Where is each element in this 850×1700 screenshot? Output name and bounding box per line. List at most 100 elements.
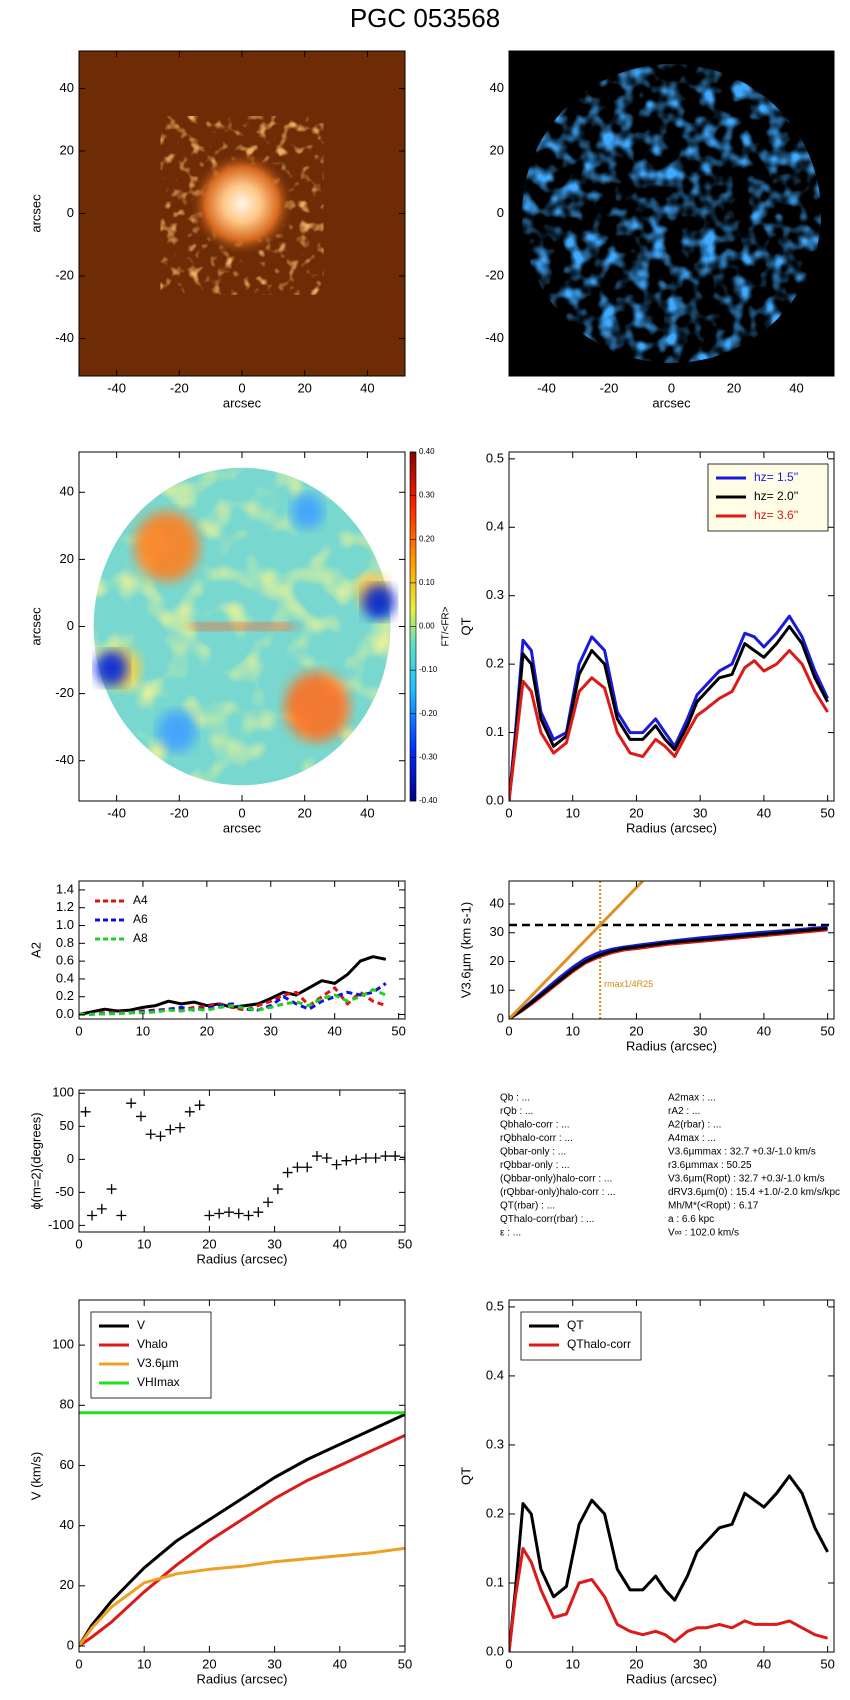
y-tick-label: 60	[60, 1457, 74, 1472]
panel: 0 10 20 30 40 50 0.0 0.1 0.2 0.3 0.4 0.5 Radius (arc…	[458, 1298, 834, 1686]
x-axis-label: Radius (arcsec)	[196, 1671, 287, 1686]
x-tick-label: 40	[757, 805, 771, 820]
x-tick-label: 50	[820, 1023, 834, 1038]
parameter-line: A2max : ...	[668, 1093, 716, 1104]
x-tick-label: 0	[238, 805, 245, 820]
parameter-line: ε : ...	[500, 1228, 521, 1239]
scatter-point	[311, 1151, 322, 1162]
y-tick-label: 0.0	[486, 1643, 504, 1658]
colorbar-tick-label: -0.40	[419, 796, 438, 805]
x-tick-label: -40	[107, 380, 126, 395]
legend-label: A6	[133, 912, 148, 926]
axes-frame	[508, 451, 835, 802]
y-tick-label: 0.4	[486, 519, 504, 534]
x-tick-label: 40	[327, 1023, 341, 1038]
x-tick-label: 40	[360, 380, 374, 395]
series-line	[79, 1546, 405, 1647]
colorbar-tick-label: 0.00	[419, 622, 435, 631]
y-tick-label: 0.2	[486, 656, 504, 671]
parameter-line: r3.6µmmax : 50.25	[668, 1160, 752, 1171]
y-axis-label: ϕ(m=2)(degrees)	[28, 1112, 43, 1209]
x-tick-label: 30	[264, 1023, 278, 1038]
y-tick-label: 0	[67, 205, 74, 220]
series-line	[509, 1547, 828, 1652]
y-tick-label: 0.6	[56, 953, 74, 968]
map-feature	[134, 511, 200, 582]
y-tick-label: 0.5	[486, 1298, 504, 1313]
x-tick-label: 10	[137, 1236, 151, 1251]
y-axis-label: V (km/s)	[28, 1452, 43, 1500]
plot-area	[93, 467, 396, 786]
x-tick-label: 40	[360, 805, 374, 820]
scatter-point	[116, 1210, 127, 1221]
parameter-line: A2(rbar) : ...	[668, 1120, 721, 1131]
axes-frame	[78, 1089, 406, 1233]
parameter-line: a : 6.6 kpc	[668, 1214, 714, 1225]
y-tick-label: 40	[60, 1517, 74, 1532]
y-tick-label: 0.1	[486, 724, 504, 739]
y-tick-label: 0	[497, 205, 504, 220]
legend-label: hz= 1.5''	[754, 470, 798, 484]
y-axis-label: A2	[28, 942, 43, 958]
x-tick-label: -20	[600, 380, 619, 395]
panel: 0 10 20 30 40 50 -100 -50 0 50 100 Radius (arcsec) ϕ…	[28, 1085, 412, 1267]
y-axis-label: V3.6µm (km s-1)	[458, 902, 473, 998]
panel: 0 10 20 30 40 50 0 10 20 30 40 Radius (arcsec) V3.6µ…	[458, 880, 835, 1053]
scatter-point	[302, 1162, 313, 1173]
x-tick-label: 20	[202, 1656, 216, 1671]
y-tick-label: 20	[60, 551, 74, 566]
scatter-point	[400, 1152, 405, 1163]
x-tick-label: 0	[505, 805, 512, 820]
x-tick-label: 10	[137, 1656, 151, 1671]
parameter-line: (Qbbar-only)halo-corr : ...	[500, 1174, 612, 1185]
x-tick-label: 20	[297, 805, 311, 820]
x-tick-label: 30	[693, 1656, 707, 1671]
axes-frame	[508, 1299, 835, 1653]
scatter-point	[165, 1124, 176, 1135]
legend-box	[520, 1311, 642, 1361]
y-tick-label: 1.2	[56, 899, 74, 914]
colorbar-tick-label: 0.20	[419, 534, 435, 543]
plot-area	[80, 1098, 405, 1221]
y-tick-label: 80	[60, 1397, 74, 1412]
y-tick-label: 0.4	[56, 970, 74, 985]
y-tick-label: 0.0	[56, 1006, 74, 1021]
map-feature	[95, 650, 128, 686]
x-tick-label: -40	[537, 380, 556, 395]
x-tick-label: 10	[565, 1023, 579, 1038]
scatter-point	[351, 1154, 362, 1165]
scatter-point	[341, 1155, 352, 1166]
parameter-line: V3.6µm(Ropt) : 32.7 +0.3/-1.0 km/s	[668, 1174, 825, 1185]
y-tick-label: 100	[52, 1085, 74, 1100]
scatter-point	[80, 1106, 91, 1117]
x-tick-label: 30	[693, 1023, 707, 1038]
x-tick-label: 40	[789, 380, 803, 395]
panel: 0.40 0.30 0.20 0.10 0.00 -0.10 -0.20 -0.30 -0.40…	[28, 447, 451, 835]
plot-area	[79, 955, 387, 1016]
x-tick-label: 0	[75, 1656, 82, 1671]
y-axis-label: QT	[458, 1467, 473, 1485]
scatter-point	[233, 1208, 244, 1219]
series-line	[79, 1412, 405, 1647]
y-tick-label: 0.4	[486, 1367, 504, 1382]
parameter-line: V∞ : 102.0 km/s	[668, 1228, 739, 1239]
parameter-line: Qb : ...	[500, 1093, 530, 1104]
figure-title: PGC 053568	[350, 3, 500, 33]
y-tick-label: -50	[55, 1184, 74, 1199]
x-tick-label: -20	[170, 805, 189, 820]
x-tick-label: 20	[202, 1236, 216, 1251]
legend-label: V3.6µm	[137, 1356, 179, 1370]
colorbar-tick-label: 0.10	[419, 578, 435, 587]
y-tick-label: 0	[67, 1637, 74, 1652]
y-tick-label: 20	[60, 1577, 74, 1592]
series-line	[509, 649, 829, 801]
y-tick-label: -20	[485, 267, 504, 282]
x-tick-label: 20	[629, 1023, 643, 1038]
scatter-point	[204, 1210, 215, 1221]
x-tick-label: 0	[75, 1236, 82, 1251]
x-tick-label: 40	[757, 1023, 771, 1038]
legend-label: hz= 3.6''	[754, 508, 798, 522]
y-tick-label: 0.5	[486, 450, 504, 465]
